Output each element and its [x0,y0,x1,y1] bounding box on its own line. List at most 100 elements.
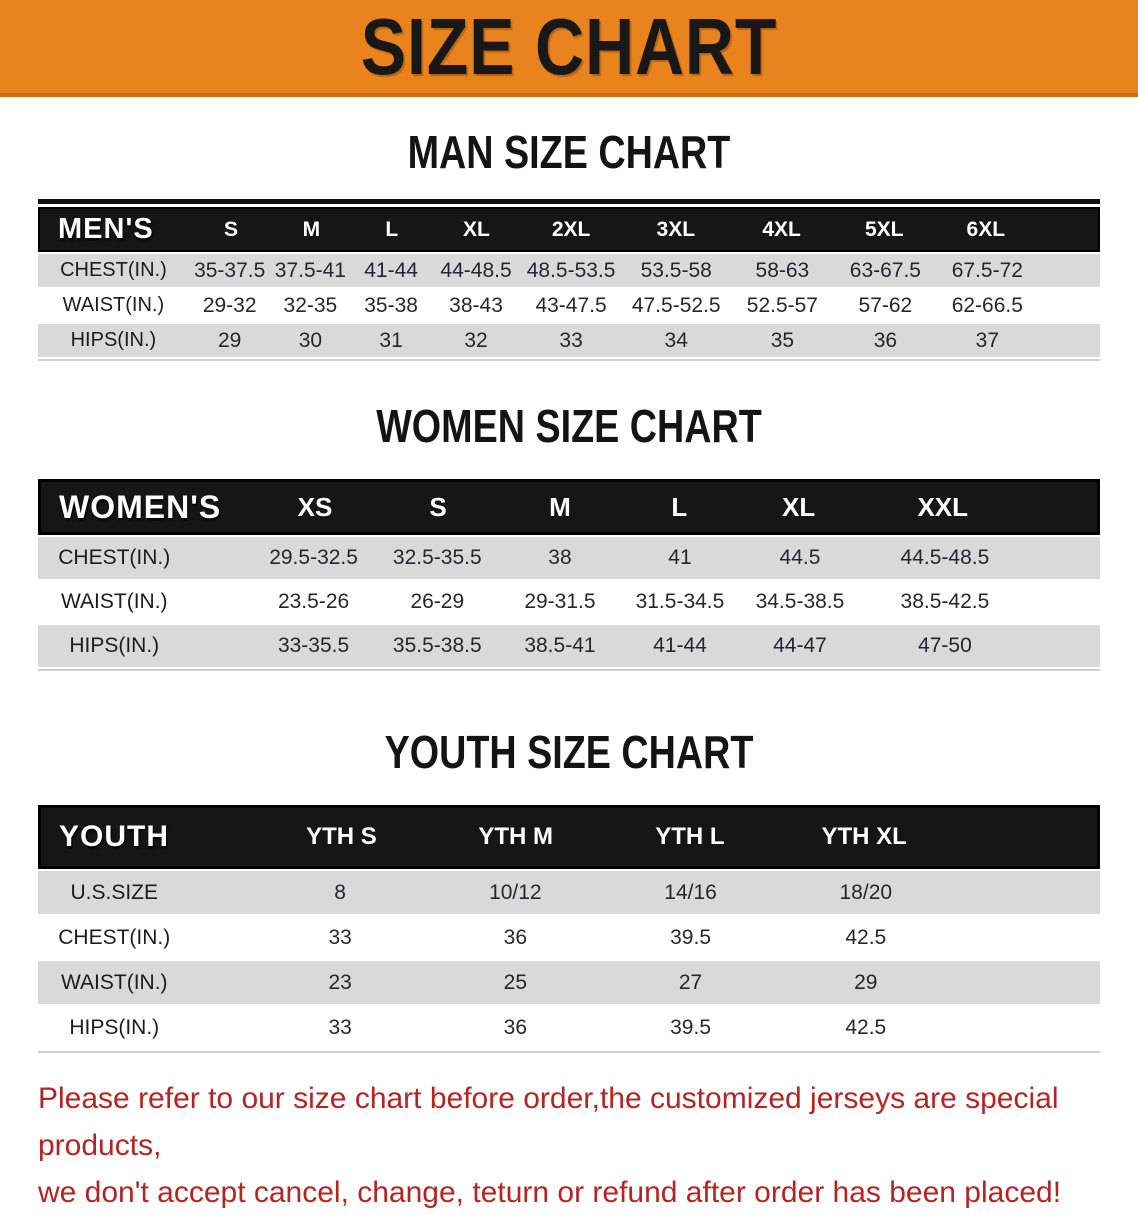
size-value: 36 [503,925,528,949]
mens-table-header-row: MEN'S S M L XL 2XL 3XL 4XL 5XL 6XL [38,207,1100,252]
size-value: 43-47.5 [535,293,607,317]
youth-size-section: YOUTH SIZE CHART YOUTH YTH S YTH M YTH L… [0,725,1138,1053]
size-value: 26-29 [410,590,465,613]
mens-size-table: MEN'S S M L XL 2XL 3XL 4XL 5XL 6XL CHEST… [38,199,1100,361]
size-value: 41-44 [653,634,707,657]
size-col-header: 6XL [966,217,1006,241]
size-value: 52.5-57 [746,293,818,317]
size-value: 48.5-53.5 [526,258,616,282]
table-row: WAIST(IN.) 23.5-26 26-29 29-31.5 31.5-34… [38,581,1100,623]
size-value: 29-32 [202,293,257,317]
size-value: 47.5-52.5 [631,293,721,317]
row-label: WAIST(IN.) [60,970,168,994]
disclaimer-line-1: Please refer to our size chart before or… [38,1082,1059,1162]
row-label: U.S.SIZE [70,880,159,904]
womens-size-table: WOMEN'S XS S M L XL XXL CHEST(IN.) 29.5-… [38,479,1100,671]
size-value: 35-37.5 [194,258,266,282]
size-value: 67.5-72 [951,258,1023,282]
size-value: 35 [770,328,795,352]
size-col-header: YTH M [478,823,553,850]
size-col-header: YTH XL [821,823,907,850]
size-value: 44-47 [773,634,827,657]
size-value: 44.5-48.5 [900,546,990,569]
size-col-header: XL [462,217,490,241]
size-value: 30 [298,328,323,352]
size-value: 35.5-38.5 [392,634,482,657]
size-value: 38 [548,546,572,569]
size-col-header: 3XL [656,217,696,241]
row-label: CHEST(IN.) [60,259,167,281]
youth-section-title: YOUTH SIZE CHART [384,726,754,778]
size-value: 38.5-42.5 [900,590,990,613]
table-row: HIPS(IN.) 33-35.5 35.5-38.5 38.5-41 41-4… [38,625,1100,667]
man-size-section: MAN SIZE CHART MEN'S S M L XL 2XL 3XL 4X… [0,125,1138,361]
size-value: 44-48.5 [440,258,512,282]
size-value: 32.5-35.5 [392,546,482,569]
size-value: 44.5 [779,546,821,569]
table-row: HIPS(IN.) 29 30 31 32 33 34 35 36 37 [38,324,1100,357]
size-value: 32-35 [283,293,338,317]
disclaimer-line-2: we don't accept cancel, change, teturn o… [38,1176,1062,1209]
size-value: 36 [873,328,898,352]
row-label: CHEST(IN.) [58,925,171,949]
youth-size-table: YOUTH YTH S YTH M YTH L YTH XL U.S.SIZE … [38,805,1100,1053]
size-col-header: 2XL [551,217,591,241]
size-col-header: M [302,217,321,241]
size-col-header: 5XL [864,217,904,241]
size-value: 29 [854,970,878,994]
banner: SIZE CHART [0,0,1138,97]
size-value: 10/12 [489,880,542,904]
size-value: 33 [559,328,583,352]
size-value: 41 [668,546,692,569]
size-value: 27 [678,970,703,994]
womens-table-header-row: WOMEN'S XS S M L XL XXL [38,479,1100,535]
size-col-header: XXL [917,491,969,522]
table-row: CHEST(IN.) 35-37.5 37.5-41 41-44 44-48.5… [38,254,1100,287]
size-value: 25 [503,970,528,994]
size-col-header: S [429,491,447,522]
table-row: WAIST(IN.) 23 25 27 29 [38,961,1100,1004]
size-value: 42.5 [845,925,887,949]
size-value: 34 [664,328,688,352]
disclaimer: Please refer to our size chart before or… [38,1075,1100,1216]
size-col-header: L [385,217,399,241]
row-label: HIPS(IN.) [69,634,160,657]
row-label: HIPS(IN.) [69,1015,160,1039]
size-col-header: XL [781,491,816,522]
size-value: 37 [975,328,999,352]
size-value: 35-38 [364,293,418,317]
table-row: CHEST(IN.) 33 36 39.5 42.5 [38,916,1100,959]
size-value: 31 [379,328,403,352]
size-value: 29-31.5 [524,590,596,613]
size-value: 33 [328,1015,352,1039]
size-value: 29.5-32.5 [269,546,358,569]
size-value: 47-50 [918,634,972,657]
row-label: WAIST(IN.) [60,590,168,613]
table-row: HIPS(IN.) 33 36 39.5 42.5 [38,1006,1100,1049]
table-top-rule [38,199,1100,204]
size-value: 53.5-58 [640,258,712,282]
size-col-header: L [671,491,688,522]
size-value: 42.5 [845,1015,887,1039]
row-label: HIPS(IN.) [70,329,157,351]
row-label: CHEST(IN.) [58,546,171,569]
table-row: U.S.SIZE 8 10/12 14/16 18/20 [38,871,1100,914]
size-value: 63-67.5 [849,258,921,282]
size-value: 33 [328,925,352,949]
size-value: 39.5 [670,1015,711,1039]
women-section-title: WOMEN SIZE CHART [376,400,762,452]
size-value: 57-62 [858,293,913,317]
table-row: CHEST(IN.) 29.5-32.5 32.5-35.5 38 41 44.… [38,537,1100,579]
size-col-header: S [223,217,238,241]
size-value: 8 [334,880,346,904]
size-value: 41-44 [364,258,418,282]
size-col-header: M [549,491,571,522]
size-col-header: YTH S [306,823,377,850]
size-value: 18/20 [839,880,893,904]
youth-table-header-row: YOUTH YTH S YTH M YTH L YTH XL [38,805,1100,869]
size-value: 39.5 [670,925,711,949]
man-section-title: MAN SIZE CHART [407,126,731,178]
size-value: 23.5-26 [277,590,350,613]
size-value: 37.5-41 [274,258,346,282]
